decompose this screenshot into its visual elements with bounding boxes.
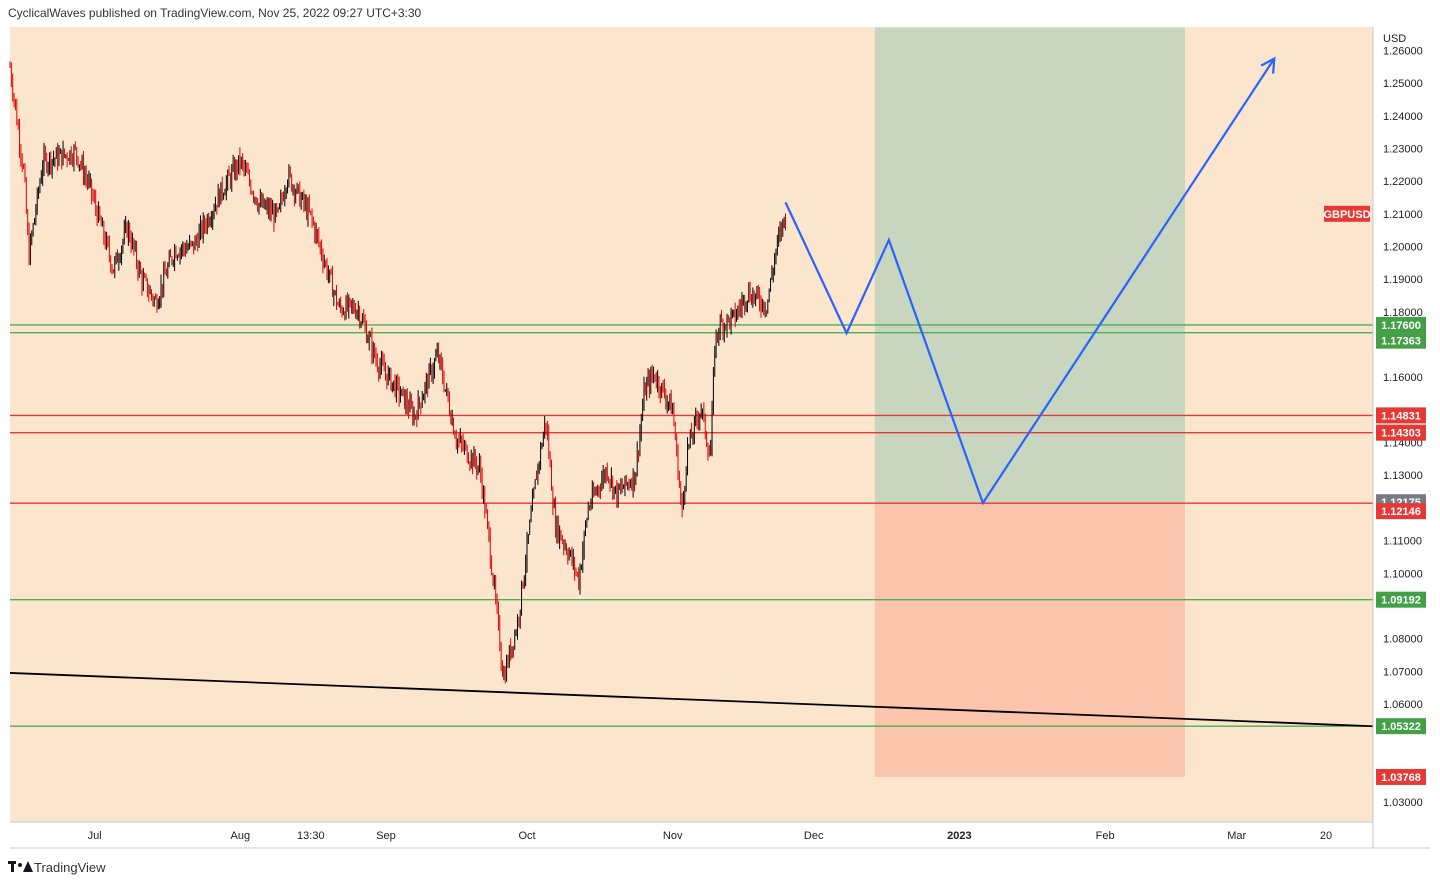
trendline[interactable] (9, 672, 1374, 728)
price-label-stop-text: 1.03768 (1381, 772, 1421, 784)
y-tick-label: 1.25000 (1383, 78, 1423, 90)
y-tick-label: 1.20000 (1383, 241, 1423, 253)
footer: TradingView (8, 858, 106, 876)
tradingview-logo-icon[interactable] (8, 860, 33, 874)
x-tick-label: Nov (663, 830, 683, 842)
price-label-1.09192[interactable] (1376, 591, 1426, 608)
price-label-1.17363-text: 1.17363 (1381, 336, 1421, 348)
y-tick-label: 1.19000 (1383, 274, 1423, 286)
x-tick-label: Jul (88, 830, 102, 842)
y-tick-label: 1.21000 (1383, 209, 1423, 221)
y-tick-label: 1.08000 (1383, 634, 1423, 646)
price-label-1.17600[interactable] (1376, 316, 1426, 333)
x-tick-label: 20 (1320, 830, 1332, 842)
price-label-1.12146[interactable] (1376, 503, 1426, 520)
y-tick-label: 1.06000 (1383, 699, 1423, 711)
y-tick-label: 1.24000 (1383, 111, 1423, 123)
x-tick-label: Feb (1096, 830, 1115, 842)
tradingview-brand[interactable]: TradingView (34, 859, 106, 875)
symbol-label-text: GBPUSD (1323, 209, 1370, 221)
x-tick-label: Aug (231, 830, 251, 842)
y-tick-label: 1.13000 (1383, 470, 1423, 482)
y-tick-label: 1.11000 (1383, 536, 1422, 548)
price-label-1.14831[interactable] (1376, 407, 1426, 424)
price-label-1.05322-text: 1.05322 (1381, 721, 1421, 733)
candlestick-series (9, 61, 786, 684)
y-tick-label: 1.18000 (1383, 307, 1423, 319)
stop-loss-zone[interactable] (874, 502, 1185, 777)
y-tick-label: 1.10000 (1383, 568, 1423, 580)
price-label-1.12146-text: 1.12146 (1381, 506, 1421, 518)
price-label-1.05322[interactable] (1376, 718, 1426, 735)
y-tick-label: 1.22000 (1383, 176, 1423, 188)
y-tick-label: 1.16000 (1383, 372, 1423, 384)
y-tick-label: 1.26000 (1383, 45, 1423, 57)
projection-arrowhead (1260, 56, 1276, 74)
profit-target-zone[interactable] (874, 27, 1185, 503)
price-label-1.09192-text: 1.09192 (1381, 595, 1421, 607)
time-axis[interactable]: Jul Aug 13:30 Sep Oct Nov Dec 2023 Feb Mar 20 (88, 830, 1333, 842)
price-label-1.17363[interactable] (1376, 332, 1426, 349)
price-label-stop[interactable] (1376, 768, 1426, 785)
y-tick-label: 1.07000 (1383, 666, 1423, 678)
y-tick-label: 1.23000 (1383, 143, 1423, 155)
price-label-1.14831-text: 1.14831 (1381, 410, 1421, 422)
x-tick-label: Dec (804, 830, 824, 842)
publisher-header: CyclicalWaves published on TradingView.c… (8, 6, 422, 20)
price-label-1.17600-text: 1.17600 (1381, 320, 1421, 332)
x-tick-label: Sep (376, 830, 396, 842)
price-label-1.14303[interactable] (1376, 424, 1426, 441)
projection-path[interactable] (784, 57, 1276, 506)
symbol-label[interactable] (1324, 205, 1370, 222)
x-tick-label: Oct (518, 830, 535, 842)
x-tick-label: 13:30 (297, 830, 325, 842)
currency-label: USD (1383, 33, 1406, 45)
x-tick-label: Mar (1227, 830, 1246, 842)
y-tick-label: 1.03000 (1383, 797, 1423, 809)
price-label-1.14303-text: 1.14303 (1381, 428, 1421, 440)
x-tick-label: 2023 (947, 830, 971, 842)
